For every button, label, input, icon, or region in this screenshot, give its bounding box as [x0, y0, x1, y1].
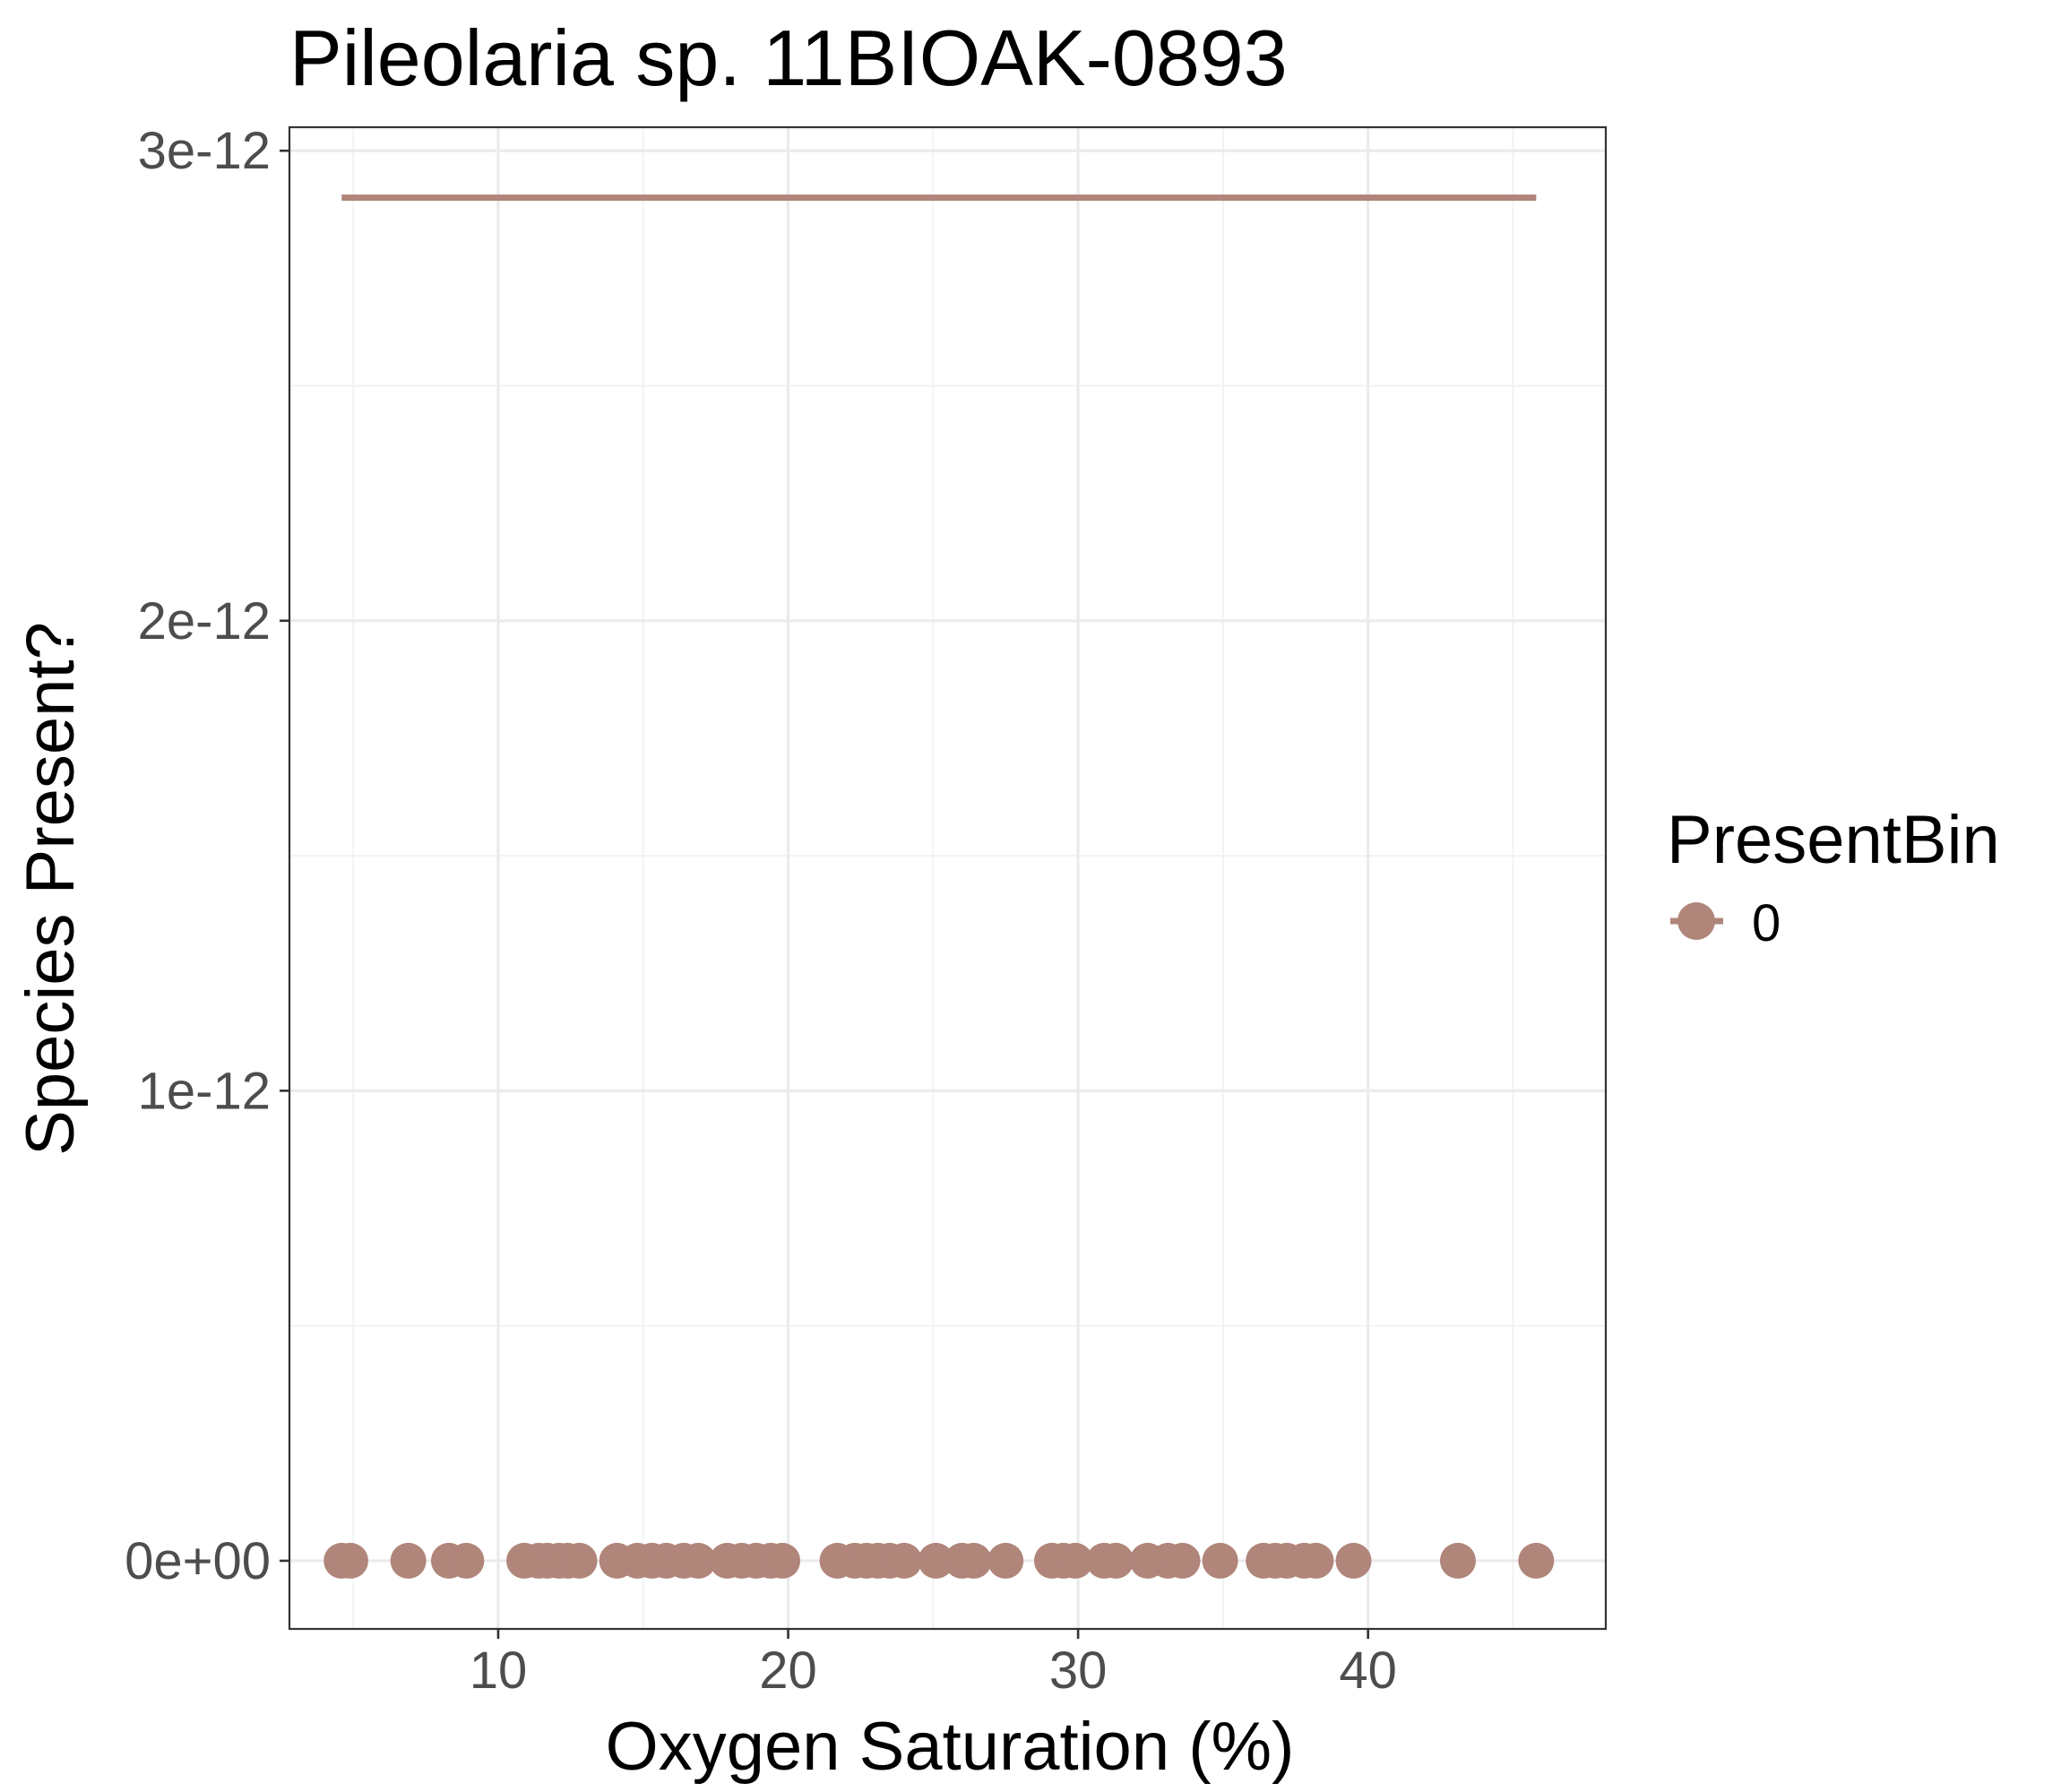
- data-point-28: [918, 1542, 954, 1579]
- legend-title: PresentBin: [1667, 802, 2000, 878]
- y-tick-label-0: 0e+00: [125, 1532, 271, 1590]
- data-point-48: [1518, 1542, 1555, 1579]
- y-tick-label-3: 3e-12: [138, 122, 271, 180]
- data-points-layer: [323, 1542, 1555, 1579]
- legend-key-marker: [1677, 902, 1715, 940]
- data-point-30: [955, 1542, 992, 1579]
- data-point-21: [764, 1542, 801, 1579]
- data-point-36: [1098, 1542, 1134, 1579]
- x-axis-ticks: 10 20 30 40: [470, 1629, 1397, 1700]
- legend: PresentBin 0: [1667, 802, 2000, 952]
- y-tick-label-2: 2e-12: [138, 592, 271, 650]
- y-axis-title: Species Present?: [13, 622, 89, 1156]
- data-point-27: [885, 1542, 922, 1579]
- data-point-45: [1298, 1542, 1334, 1579]
- data-point-31: [987, 1542, 1024, 1579]
- data-point-10: [561, 1542, 598, 1579]
- x-tick-label-0: 10: [470, 1641, 528, 1700]
- x-tick-label-2: 30: [1049, 1641, 1108, 1700]
- data-point-46: [1335, 1542, 1372, 1579]
- data-point-1: [332, 1542, 368, 1579]
- x-tick-label-3: 40: [1339, 1641, 1397, 1700]
- data-point-34: [1056, 1542, 1093, 1579]
- data-point-4: [448, 1542, 485, 1579]
- grid-layer: [289, 127, 1606, 1629]
- panel-border: [288, 125, 1608, 1631]
- x-tick-label-1: 20: [759, 1641, 817, 1700]
- data-point-2: [390, 1542, 427, 1579]
- y-axis-ticks: 0e+00 1e-12 2e-12 3e-12: [125, 122, 289, 1590]
- x-axis-title: Oxygen Saturation (%): [606, 1709, 1295, 1785]
- data-point-40: [1202, 1542, 1238, 1579]
- y-tick-label-1: 1e-12: [138, 1062, 271, 1120]
- data-point-47: [1439, 1542, 1476, 1579]
- legend-label-0: 0: [1752, 894, 1781, 952]
- data-point-16: [680, 1542, 717, 1579]
- chart-title: Pileolaria sp. 11BIOAK-0893: [289, 13, 1288, 102]
- data-point-39: [1164, 1542, 1201, 1579]
